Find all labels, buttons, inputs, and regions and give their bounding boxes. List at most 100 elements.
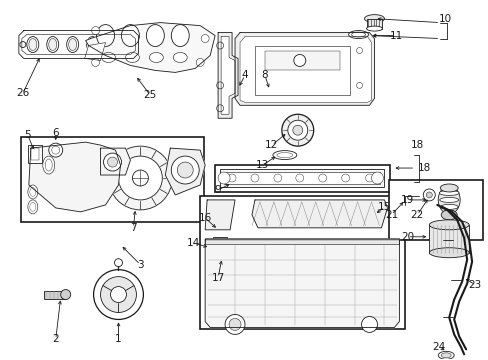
Circle shape <box>296 82 302 88</box>
Text: 19: 19 <box>400 195 413 205</box>
Bar <box>254 45 349 95</box>
Circle shape <box>250 174 259 182</box>
Bar <box>44 291 65 298</box>
Text: 8: 8 <box>261 71 268 80</box>
Bar <box>200 196 405 329</box>
Bar <box>28 145 41 163</box>
Circle shape <box>107 157 117 167</box>
Circle shape <box>227 174 236 182</box>
Polygon shape <box>235 32 374 105</box>
Ellipse shape <box>45 159 52 171</box>
Text: 3: 3 <box>137 260 143 270</box>
Bar <box>21 137 203 222</box>
Ellipse shape <box>66 37 79 53</box>
Ellipse shape <box>437 186 459 214</box>
Ellipse shape <box>30 188 36 197</box>
Polygon shape <box>84 42 105 60</box>
Circle shape <box>361 316 377 332</box>
Circle shape <box>49 143 62 157</box>
Ellipse shape <box>351 32 365 37</box>
Circle shape <box>91 27 100 35</box>
Ellipse shape <box>272 150 296 159</box>
Ellipse shape <box>215 258 224 266</box>
Circle shape <box>295 174 303 182</box>
Ellipse shape <box>28 185 38 199</box>
Text: 18: 18 <box>417 163 430 173</box>
Ellipse shape <box>428 248 468 258</box>
Text: 6: 6 <box>52 128 59 138</box>
Circle shape <box>287 120 307 140</box>
Ellipse shape <box>171 24 189 46</box>
Text: 25: 25 <box>143 90 157 100</box>
Bar <box>213 237 226 243</box>
Ellipse shape <box>47 37 59 53</box>
Bar <box>31 148 39 160</box>
Circle shape <box>132 170 148 186</box>
Circle shape <box>356 48 362 54</box>
Text: 13: 13 <box>256 160 269 170</box>
Text: 2: 2 <box>52 334 59 345</box>
Bar <box>220 169 384 187</box>
Circle shape <box>171 156 199 184</box>
Ellipse shape <box>108 39 116 50</box>
Ellipse shape <box>30 202 36 211</box>
Circle shape <box>296 48 302 54</box>
Circle shape <box>61 289 71 300</box>
Polygon shape <box>218 32 238 118</box>
Circle shape <box>356 82 362 88</box>
Text: 7: 7 <box>130 223 137 233</box>
Text: 18: 18 <box>410 140 423 150</box>
Circle shape <box>326 48 332 54</box>
Polygon shape <box>19 31 138 58</box>
Circle shape <box>196 58 203 67</box>
Ellipse shape <box>366 26 382 31</box>
Ellipse shape <box>96 24 114 46</box>
Ellipse shape <box>438 190 458 195</box>
Text: 10: 10 <box>438 14 451 24</box>
Ellipse shape <box>86 37 99 53</box>
Circle shape <box>292 125 302 135</box>
Circle shape <box>318 174 326 182</box>
Ellipse shape <box>439 184 457 192</box>
Text: 11: 11 <box>389 31 402 41</box>
Circle shape <box>423 189 434 201</box>
Circle shape <box>108 146 172 210</box>
Ellipse shape <box>440 353 450 358</box>
Bar <box>428 225 468 253</box>
Text: 4: 4 <box>241 71 248 80</box>
Polygon shape <box>205 200 235 230</box>
Polygon shape <box>165 148 205 195</box>
Circle shape <box>266 48 272 54</box>
Ellipse shape <box>439 204 457 210</box>
Circle shape <box>371 172 383 184</box>
Text: 16: 16 <box>198 213 211 223</box>
Circle shape <box>293 54 305 67</box>
Ellipse shape <box>276 153 292 158</box>
Circle shape <box>110 287 126 302</box>
Ellipse shape <box>106 37 118 53</box>
Circle shape <box>341 174 349 182</box>
Circle shape <box>426 192 431 198</box>
Circle shape <box>216 82 223 89</box>
Circle shape <box>266 82 272 88</box>
Circle shape <box>218 172 229 184</box>
Text: 22: 22 <box>410 210 423 220</box>
Ellipse shape <box>114 259 122 267</box>
Text: 21: 21 <box>384 210 397 220</box>
Circle shape <box>273 174 281 182</box>
Text: 12: 12 <box>264 140 278 150</box>
Ellipse shape <box>440 210 456 220</box>
Text: 20: 20 <box>400 232 413 242</box>
Ellipse shape <box>68 39 77 50</box>
Ellipse shape <box>42 156 55 174</box>
Polygon shape <box>22 35 135 54</box>
Circle shape <box>216 105 223 112</box>
Bar <box>264 50 339 71</box>
Ellipse shape <box>121 24 139 46</box>
Text: 24: 24 <box>432 342 445 352</box>
Bar <box>205 238 399 244</box>
Text: 26: 26 <box>16 88 29 98</box>
Ellipse shape <box>88 39 96 50</box>
Polygon shape <box>240 37 371 102</box>
Circle shape <box>281 114 313 146</box>
